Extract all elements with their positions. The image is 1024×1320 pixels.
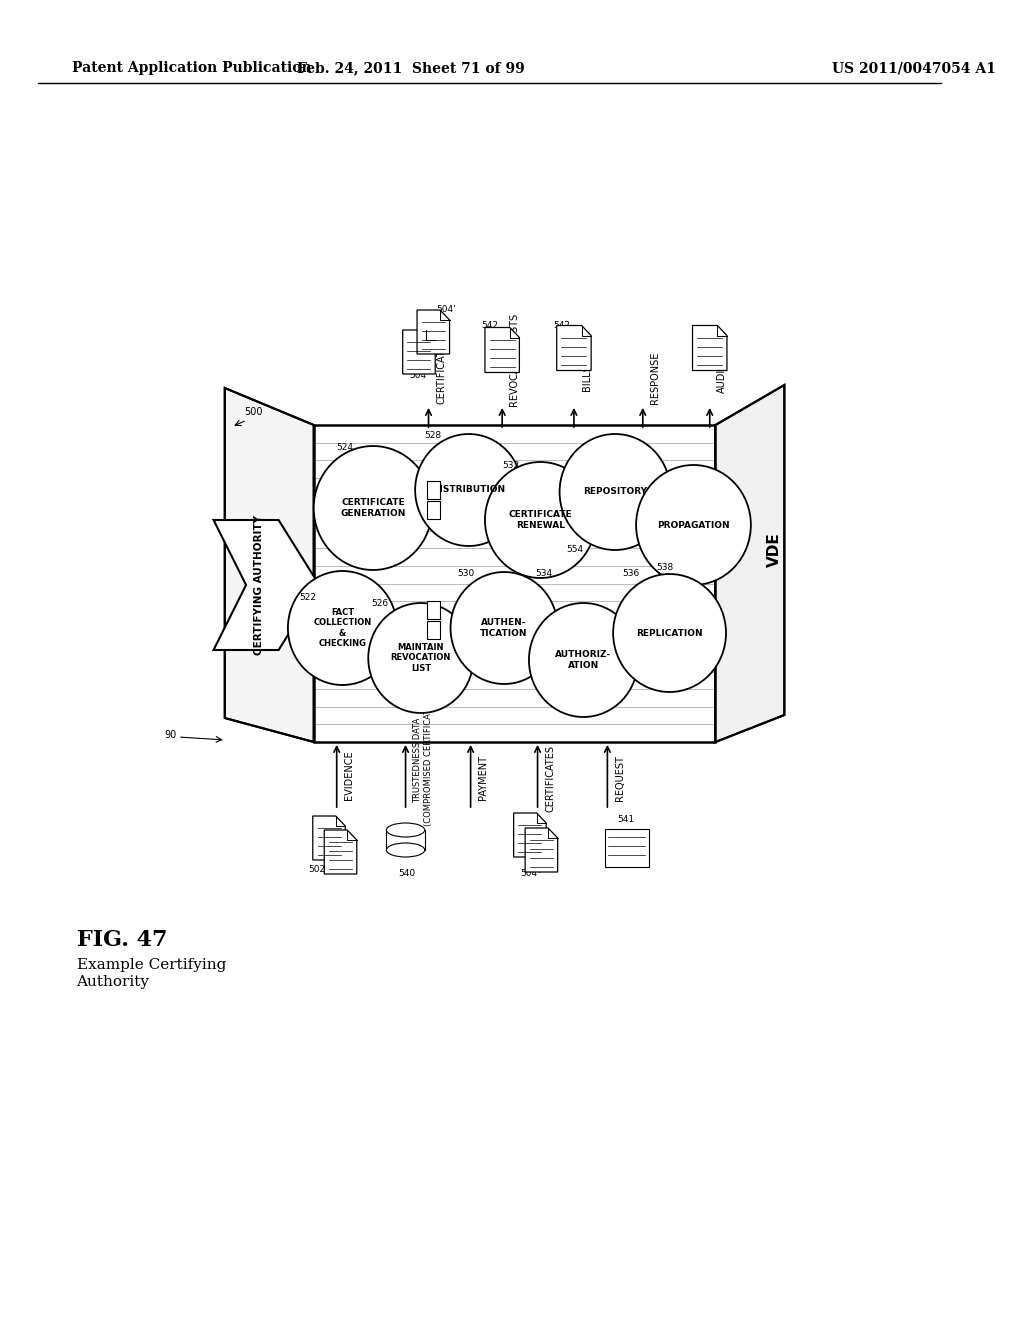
Polygon shape (225, 388, 313, 742)
Bar (427, 601, 440, 619)
Text: DISTRIBUTION: DISTRIBUTION (432, 486, 505, 495)
Text: Authority: Authority (77, 975, 150, 989)
Text: AUDIT: AUDIT (718, 363, 727, 393)
Text: RESPONSE: RESPONSE (650, 352, 660, 404)
Text: 504': 504' (436, 305, 456, 314)
Text: REVOCATION LISTS: REVOCATION LISTS (510, 313, 520, 407)
Text: EVIDENCE: EVIDENCE (344, 750, 354, 800)
FancyBboxPatch shape (604, 829, 648, 867)
Polygon shape (514, 813, 546, 857)
Text: Patent Application Publication: Patent Application Publication (72, 61, 311, 75)
Polygon shape (485, 327, 519, 372)
Text: 542: 542 (553, 322, 570, 330)
Text: AUTHORIZ-
ATION: AUTHORIZ- ATION (555, 651, 611, 669)
Text: 536: 536 (623, 569, 640, 578)
Text: CERTIFYING AUTHORITY: CERTIFYING AUTHORITY (254, 515, 264, 655)
Text: TRUSTEDNESS DATA
(COMPROMISED CERTIFICATES): TRUSTEDNESS DATA (COMPROMISED CERTIFICAT… (414, 694, 432, 825)
Polygon shape (402, 330, 435, 374)
Text: 542: 542 (481, 322, 498, 330)
Text: REPLICATION: REPLICATION (636, 628, 702, 638)
Polygon shape (312, 816, 345, 861)
Bar (427, 620, 440, 639)
Text: 528: 528 (424, 430, 441, 440)
Polygon shape (525, 828, 558, 873)
Circle shape (369, 603, 473, 713)
Circle shape (613, 574, 726, 692)
Text: 502: 502 (308, 866, 326, 874)
Text: FACT
COLLECTION
&
CHECKING: FACT COLLECTION & CHECKING (313, 609, 372, 648)
Text: Example Certifying: Example Certifying (77, 958, 226, 972)
Text: CERTIFICATES: CERTIFICATES (436, 337, 446, 404)
Polygon shape (214, 520, 319, 649)
Circle shape (529, 603, 638, 717)
Text: AUTHEN-
TICATION: AUTHEN- TICATION (480, 618, 527, 638)
Circle shape (288, 572, 397, 685)
Text: VDE: VDE (767, 533, 782, 568)
Text: CERTIFICATE
GENERATION: CERTIFICATE GENERATION (340, 498, 406, 517)
Text: PROPAGATION: PROPAGATION (657, 520, 730, 529)
Text: US 2011/0047054 A1: US 2011/0047054 A1 (833, 61, 996, 75)
Text: 90: 90 (165, 730, 177, 741)
Circle shape (485, 462, 596, 578)
Polygon shape (417, 310, 450, 354)
Text: 526: 526 (371, 598, 388, 607)
Ellipse shape (386, 822, 425, 837)
Bar (427, 480, 440, 499)
Text: 500: 500 (244, 407, 262, 417)
Text: CERTIFICATES: CERTIFICATES (545, 744, 555, 812)
Text: 522: 522 (299, 594, 316, 602)
Text: PAYMENT: PAYMENT (478, 755, 488, 800)
Circle shape (313, 446, 432, 570)
Text: 538: 538 (656, 564, 674, 573)
Text: 504: 504 (410, 371, 427, 380)
Polygon shape (325, 830, 356, 874)
Polygon shape (557, 326, 591, 371)
Text: 554: 554 (566, 545, 584, 554)
Polygon shape (692, 326, 727, 371)
Text: Feb. 24, 2011  Sheet 71 of 99: Feb. 24, 2011 Sheet 71 of 99 (297, 61, 525, 75)
Circle shape (451, 572, 558, 684)
Text: BILLS: BILLS (582, 364, 592, 391)
Circle shape (636, 465, 751, 585)
Circle shape (415, 434, 522, 546)
Bar (427, 502, 440, 519)
Text: 532: 532 (502, 462, 519, 470)
Text: REQUEST: REQUEST (615, 755, 625, 801)
Text: REPOSITORY: REPOSITORY (583, 487, 647, 496)
Ellipse shape (386, 843, 425, 857)
Circle shape (559, 434, 671, 550)
Text: MAINTAIN
REVOCATION
LIST: MAINTAIN REVOCATION LIST (391, 643, 451, 673)
Text: 534: 534 (536, 569, 553, 578)
Text: FIG. 47: FIG. 47 (77, 929, 167, 950)
Text: 541: 541 (616, 816, 634, 825)
Polygon shape (716, 385, 784, 742)
Text: CERTIFICATE
RENEWAL: CERTIFICATE RENEWAL (509, 511, 572, 529)
Text: 524: 524 (336, 442, 353, 451)
Text: 530: 530 (457, 569, 474, 578)
Text: 540: 540 (398, 870, 415, 879)
Text: 504*: 504* (520, 869, 542, 878)
